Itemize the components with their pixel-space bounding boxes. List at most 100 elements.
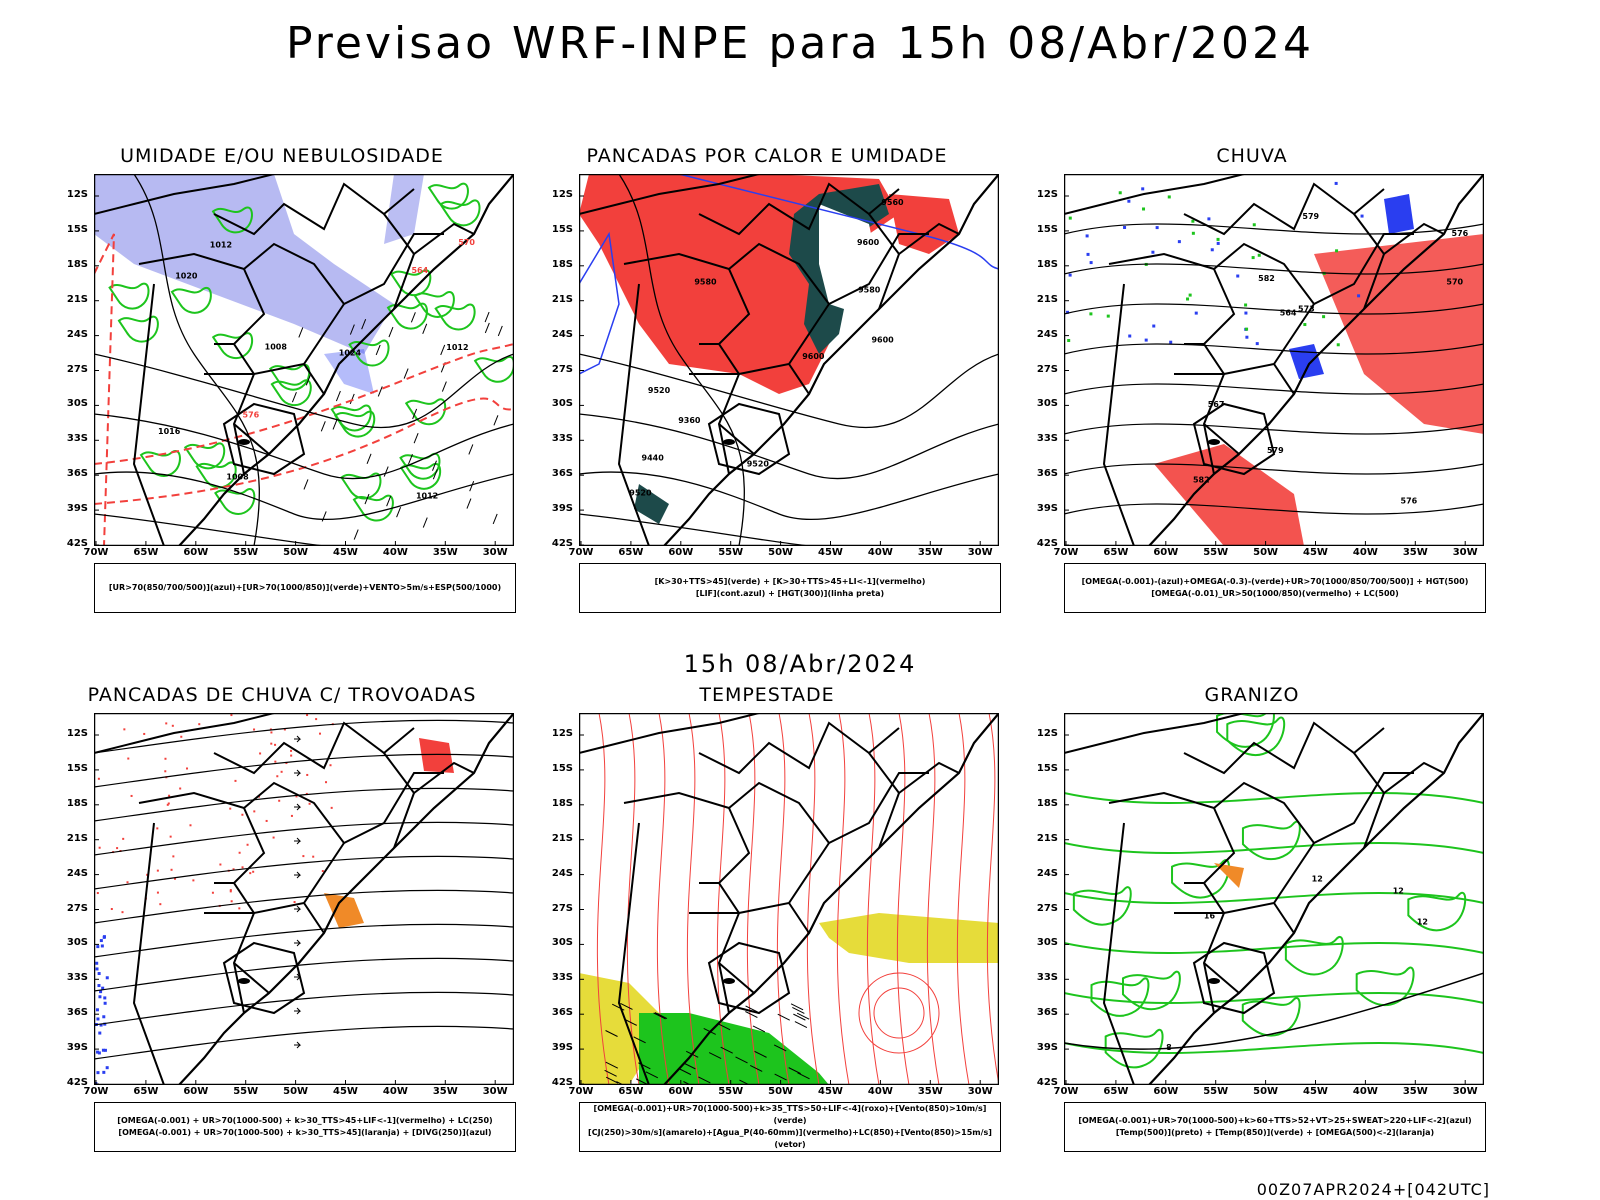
longitude-label: 45W bbox=[1303, 547, 1328, 558]
contour-label: 582 bbox=[1193, 475, 1210, 484]
panel-legend: [OMEGA(-0.001)+UR>70(1000-500)+k>35_TTS>… bbox=[579, 1102, 1001, 1152]
longitude-label: 65W bbox=[133, 1086, 159, 1097]
latitude-label: 36S bbox=[1036, 1007, 1058, 1019]
forecast-map: 582 579 576 573 570 567 564 579 576 582 bbox=[1064, 174, 1484, 546]
latitude-label: 18S bbox=[66, 797, 88, 809]
latitude-label: 42S bbox=[66, 538, 88, 549]
longitude-label: 50W bbox=[283, 1086, 309, 1097]
legend-line: [OMEGA(-0.001)+UR>70(1000-500)+k>35_TTS>… bbox=[593, 1104, 987, 1125]
legend-line: [UR>70(850/700/500)](azul)+[UR>70(1000/8… bbox=[108, 583, 502, 592]
latitude-label: 12S bbox=[551, 189, 573, 200]
contour-label: 1020 bbox=[175, 271, 198, 280]
panel-title: GRANIZO bbox=[1204, 684, 1300, 706]
latitude-label: 42S bbox=[551, 538, 573, 549]
contour-label: 9440 bbox=[642, 454, 665, 463]
latitude-label: 18S bbox=[551, 258, 573, 270]
contour-label: 8 bbox=[1166, 1043, 1172, 1052]
panel-title: TEMPESTADE bbox=[699, 684, 835, 706]
panel-legend: [OMEGA(-0.001) + UR>70(1000-500) + k>30_… bbox=[94, 1102, 516, 1152]
longitude-label: 35W bbox=[917, 1086, 943, 1097]
latitude-label: 42S bbox=[66, 1077, 88, 1088]
longitude-label: 55W bbox=[233, 547, 259, 558]
latitude-label: 15S bbox=[551, 762, 573, 774]
latitude-label: 33S bbox=[1036, 972, 1058, 984]
contour-label: 564 bbox=[1280, 309, 1297, 318]
contour-label: 9360 bbox=[678, 416, 701, 425]
legend-line: [OMEGA(-0.001)+UR>70(1000-500)+k>60+TTS>… bbox=[1078, 1116, 1472, 1125]
longitude-label: 30W bbox=[482, 1086, 508, 1097]
legend-line: [OMEGA(-0.001)-(azul)+OMEGA(-0.3)-(verde… bbox=[1081, 577, 1469, 586]
contour-label: 9520 bbox=[747, 459, 770, 468]
panel-pancadas-calor: PANCADAS POR CALOR E UMIDADE 9560 9580 9580… bbox=[537, 145, 1001, 625]
latitude-label: 15S bbox=[66, 762, 88, 774]
forecast-map: 1012 1012 1008 1012 1016 1020 1024 1008 576 570 56… bbox=[94, 174, 514, 546]
longitude-label: 30W bbox=[967, 1086, 993, 1097]
latitude-label: 12S bbox=[1036, 728, 1058, 739]
contour-label: 1012 bbox=[210, 241, 232, 250]
contour-label: 570 bbox=[458, 238, 475, 247]
latitude-label: 12S bbox=[66, 189, 88, 200]
longitude-label: 35W bbox=[432, 547, 458, 558]
latitude-label: 36S bbox=[551, 468, 573, 480]
latitude-label: 36S bbox=[66, 1007, 88, 1019]
latitude-label: 24S bbox=[66, 867, 88, 879]
forecast-map bbox=[579, 713, 999, 1085]
latitude-label: 21S bbox=[66, 832, 88, 844]
latitude-label: 21S bbox=[1036, 832, 1058, 844]
latitude-label: 36S bbox=[66, 468, 88, 480]
panel-title: PANCADAS DE CHUVA C/ TROVOADAS bbox=[87, 684, 477, 706]
longitude-label: 50W bbox=[1253, 547, 1279, 558]
longitude-label: 70W bbox=[1053, 1086, 1079, 1097]
contour-label: 9580 bbox=[858, 286, 881, 295]
longitude-label: 35W bbox=[1402, 1086, 1428, 1097]
bottom-row-date: 15h 08/Abr/2024 bbox=[683, 650, 917, 678]
latitude-label: 27S bbox=[66, 902, 88, 914]
latitude-label: 30S bbox=[551, 398, 573, 410]
longitude-label: 50W bbox=[768, 547, 794, 558]
legend-line: [OMEGA(-0.01)_UR>50(1000/850)(vermelho) … bbox=[1151, 589, 1399, 598]
legend-line: [LIF](cont.azul) + [HGT(300)](linha pret… bbox=[695, 589, 885, 598]
longitude-label: 30W bbox=[482, 547, 508, 558]
longitude-label: 70W bbox=[83, 547, 109, 558]
latitude-label: 12S bbox=[1036, 189, 1058, 200]
contour-label: 9520 bbox=[629, 488, 652, 497]
longitude-label: 60W bbox=[1153, 1086, 1179, 1097]
longitude-label: 65W bbox=[1103, 1086, 1129, 1097]
legend-line: [OMEGA(-0.001) + UR>70(1000-500) + k>30_… bbox=[117, 1116, 493, 1125]
panel-title: UMIDADE E/OU NEBULOSIDADE bbox=[120, 145, 444, 167]
longitude-label: 70W bbox=[568, 1086, 594, 1097]
latitude-label: 12S bbox=[551, 728, 573, 739]
contour-label: 1024 bbox=[339, 348, 362, 357]
longitude-label: 55W bbox=[233, 1086, 259, 1097]
legend-line: [OMEGA(-0.001) + UR>70(1000-500) + k>30_… bbox=[118, 1128, 492, 1137]
panel-legend: [OMEGA(-0.001)+UR>70(1000-500)+k>60+TTS>… bbox=[1064, 1102, 1486, 1152]
contour-label: 579 bbox=[1267, 446, 1284, 455]
longitude-label: 55W bbox=[1203, 547, 1229, 558]
contour-label: 582 bbox=[1258, 274, 1275, 283]
longitude-label: 70W bbox=[1053, 547, 1079, 558]
latitude-label: 27S bbox=[1036, 902, 1058, 914]
contour-label: 9560 bbox=[881, 198, 904, 207]
latitude-label: 15S bbox=[1036, 223, 1058, 235]
longitude-label: 35W bbox=[432, 1086, 458, 1097]
contour-label: 1008 bbox=[265, 342, 288, 351]
panel-umidade: UMIDADE E/OU NEBULOSIDADE 1012 1012 1008 101… bbox=[52, 145, 516, 625]
latitude-label: 30S bbox=[66, 937, 88, 949]
longitude-label: 40W bbox=[382, 547, 408, 558]
contour-label: 579 bbox=[1302, 212, 1319, 221]
contour-label: 564 bbox=[411, 266, 428, 275]
legend-line: [CJ(250)>30m/s](amarelo)+[Agua_P(40-60mm… bbox=[588, 1128, 992, 1149]
latitude-label: 30S bbox=[1036, 398, 1058, 410]
panel-legend: [OMEGA(-0.001)-(azul)+OMEGA(-0.3)-(verde… bbox=[1064, 563, 1486, 613]
latitude-label: 24S bbox=[551, 328, 573, 340]
latitude-label: 24S bbox=[551, 867, 573, 879]
contour-label: 576 bbox=[243, 411, 260, 420]
panel-legend: [K>30+TTS>45](verde) + [K>30+TTS>45+LI<-… bbox=[579, 563, 1001, 613]
panel-tempestade: TEMPESTADE 12S 15S 18S 21S 24S 27S 30S 33S 36S 39S… bbox=[537, 684, 1001, 1164]
contour-label: 12 bbox=[1312, 875, 1323, 884]
contour-label: 570 bbox=[1446, 277, 1463, 286]
longitude-label: 60W bbox=[1153, 547, 1179, 558]
latitude-label: 36S bbox=[551, 1007, 573, 1019]
panel-trovoadas: PANCADAS DE CHUVA C/ TROVOADAS 12S 15S 18S 2… bbox=[52, 684, 516, 1164]
contour-label: 9600 bbox=[857, 238, 880, 247]
